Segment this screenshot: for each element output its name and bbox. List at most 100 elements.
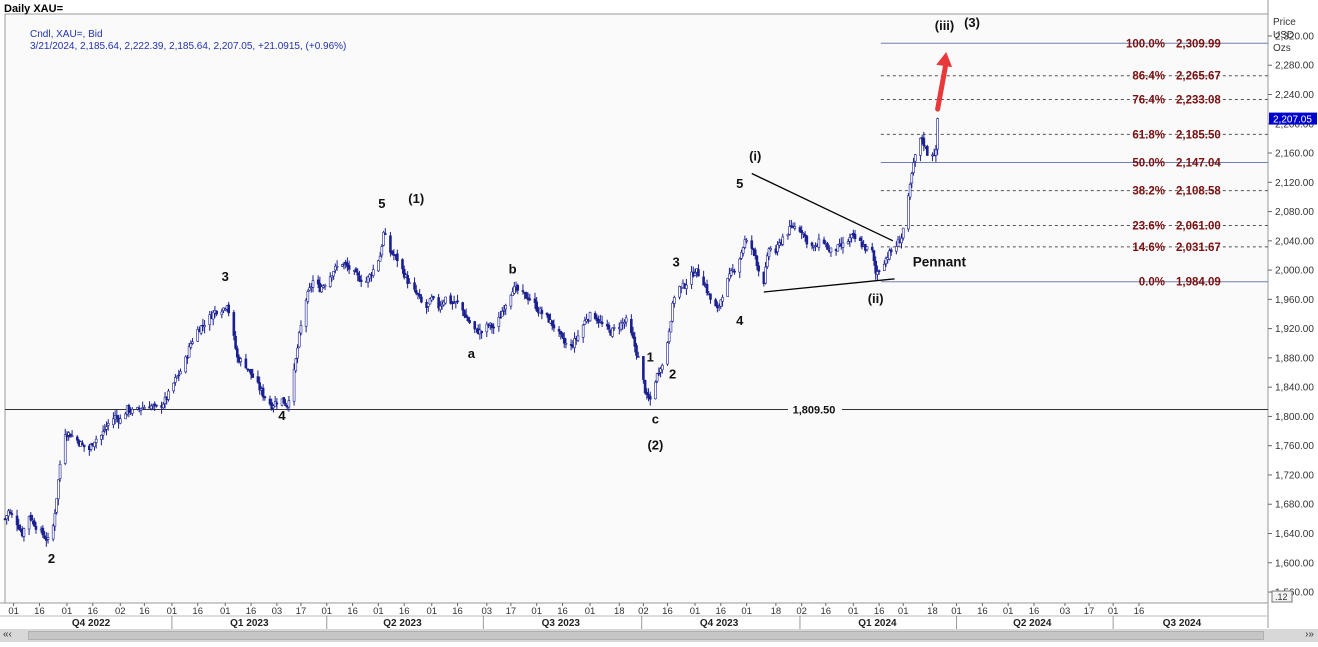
- candle-body: [511, 291, 514, 296]
- date-tick-label: 16: [662, 606, 673, 617]
- candle-body: [234, 335, 237, 349]
- candle-body: [690, 271, 693, 285]
- candle-body: [29, 514, 33, 521]
- candle-body: [521, 290, 525, 292]
- scroll-right-icon[interactable]: ›»: [1305, 629, 1314, 640]
- price-tick-label: 2,000.00: [1275, 266, 1314, 277]
- candle-body: [444, 296, 447, 304]
- date-tick-label: 01: [8, 606, 19, 617]
- candle-body: [227, 304, 230, 314]
- candle-body: [829, 247, 833, 253]
- wave-label: (2): [647, 437, 663, 452]
- candle-body: [294, 358, 298, 371]
- date-tick-label: 01: [62, 606, 73, 617]
- candle-body: [330, 275, 334, 279]
- candle-body: [488, 322, 492, 326]
- candle-body: [631, 332, 635, 338]
- candle-body: [753, 249, 757, 256]
- candle-body: [776, 244, 779, 252]
- price-tick-label: 1,720.00: [1275, 470, 1314, 481]
- fib-level-price: 2,061.00: [1176, 220, 1221, 232]
- candle-body: [118, 418, 122, 424]
- candle-body: [633, 336, 637, 347]
- wave-label: a: [468, 346, 476, 361]
- fib-level-price: 2,233.08: [1176, 95, 1221, 107]
- candle-body: [335, 265, 339, 268]
- date-tick-label: 16: [87, 606, 98, 617]
- candle-body: [654, 381, 657, 400]
- candle-body: [287, 400, 291, 408]
- candle-body: [600, 321, 604, 325]
- candle-body: [340, 264, 344, 267]
- candle-body: [790, 225, 793, 227]
- candle-body: [473, 321, 477, 330]
- candle-body: [63, 434, 67, 464]
- date-tick-label: 01: [951, 606, 962, 617]
- price-tick-label: 2,320.00: [1275, 31, 1314, 42]
- candle-body: [179, 371, 182, 375]
- candle-body: [870, 246, 874, 251]
- candle-body: [251, 373, 255, 378]
- plot-area: [4, 13, 1269, 604]
- date-tick-label: 02: [115, 606, 126, 617]
- date-tick-label: 16: [557, 606, 568, 617]
- fib-level-percent: 61.8%: [1132, 129, 1165, 141]
- price-tick-label: 1,920.00: [1275, 324, 1314, 335]
- candle-body: [124, 413, 127, 420]
- price-tick-label: 2,080.00: [1275, 207, 1314, 218]
- candle-body: [275, 402, 279, 405]
- candle-body: [635, 345, 638, 356]
- quarter-label: Q1 2023: [230, 618, 269, 629]
- candle-body: [889, 249, 893, 253]
- candle-body: [284, 402, 287, 406]
- candle-body: [413, 282, 416, 290]
- candle-body: [822, 239, 826, 244]
- candle-body: [846, 241, 850, 245]
- scroll-left-icon[interactable]: «‹: [3, 629, 12, 640]
- price-tick-label: 2,200.00: [1275, 119, 1314, 130]
- candle-body: [456, 300, 459, 303]
- candle-body: [359, 279, 363, 282]
- reference-label-bg: [788, 403, 842, 416]
- price-tick-label: 1,640.00: [1275, 529, 1314, 540]
- scrollbar-thumb[interactable]: [28, 631, 1264, 640]
- candle-body: [499, 316, 502, 319]
- fib-level-price: 2,108.58: [1176, 186, 1221, 198]
- candle-body: [155, 404, 158, 407]
- price-tick-label: 2,160.00: [1275, 149, 1314, 160]
- candle-body: [320, 286, 323, 293]
- candle-body: [408, 282, 411, 285]
- candle-body: [726, 278, 729, 297]
- candle-body: [659, 368, 662, 373]
- candle-body: [913, 154, 917, 162]
- candle-body: [390, 250, 394, 255]
- date-tick-label: 17: [296, 606, 307, 617]
- candle-body: [430, 296, 434, 301]
- candle-body: [593, 312, 597, 320]
- candle-body: [299, 325, 303, 334]
- candle-body: [907, 195, 910, 230]
- candle-body: [583, 320, 587, 325]
- candle-body: [630, 318, 633, 334]
- candle-body: [485, 323, 489, 333]
- candle-body: [46, 537, 50, 540]
- candle-body: [678, 286, 681, 298]
- candle-body: [308, 287, 311, 291]
- candle-body: [504, 304, 508, 310]
- candle-body: [802, 232, 805, 235]
- candle-body: [740, 252, 743, 259]
- candle-body: [709, 293, 712, 300]
- candle-body: [528, 298, 532, 301]
- candle-body: [112, 418, 115, 425]
- wave-label: (ii): [868, 291, 884, 306]
- candle-body: [268, 398, 272, 405]
- candle-body: [258, 382, 261, 391]
- date-tick-label: 02: [638, 606, 649, 617]
- candle-body: [5, 515, 9, 520]
- candle-body: [781, 236, 785, 245]
- candle-body: [377, 260, 380, 272]
- candle-body: [643, 380, 647, 394]
- wave-label: 1: [647, 350, 654, 365]
- date-tick-label: 01: [373, 606, 384, 617]
- candle-body: [697, 269, 700, 277]
